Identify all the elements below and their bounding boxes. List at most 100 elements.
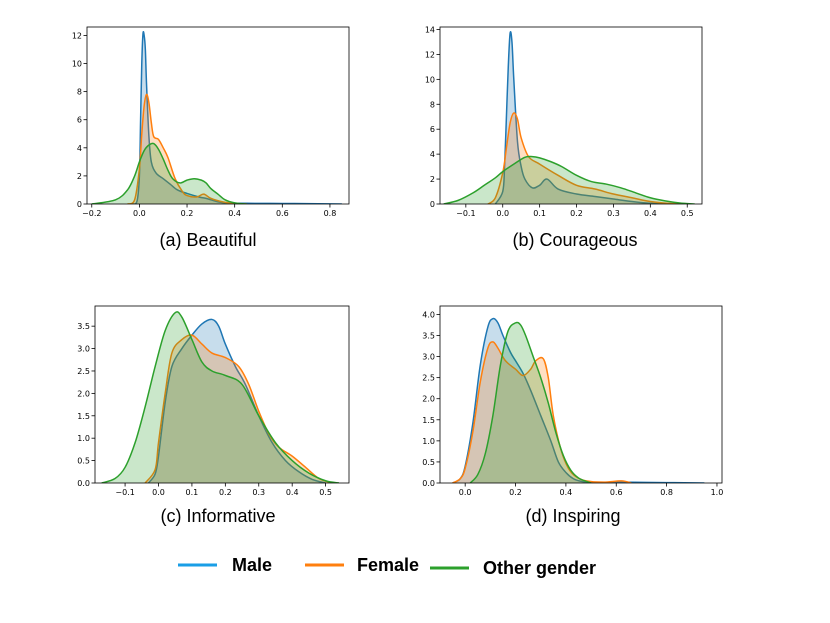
chart-title: (c) Informative [160, 506, 275, 526]
x-tick-label: 0.5 [681, 209, 694, 218]
x-tick-label: 0.1 [186, 488, 199, 497]
density-area-female [487, 112, 688, 204]
plot-frame [86, 26, 350, 205]
chart-2: −0.1 0.0 0.1 0.2 0.3 0.4 0.5 0 2 4 6 8 10 12 14 (b) Cou… [425, 25, 703, 250]
y-tick-label: 2.5 [422, 374, 435, 383]
x-tick-label: 0.6 [276, 209, 289, 218]
x-tick-label: 0.4 [560, 488, 573, 497]
plot-area [443, 31, 695, 204]
y-tick-label: 0.5 [422, 458, 435, 467]
y-tick-label: 6 [77, 116, 82, 125]
y-tick-label: 2.5 [77, 367, 90, 376]
density-line-other [91, 142, 247, 204]
chart-title: (a) Beautiful [159, 230, 256, 250]
x-tick-label: 0.4 [228, 209, 241, 218]
plot-area [101, 311, 340, 483]
density-area-other [470, 322, 592, 483]
plot-frame [94, 305, 350, 484]
y-tick-label: 3.0 [77, 345, 90, 354]
y-tick-label: 10 [425, 75, 435, 84]
x-tick-label: 0.4 [644, 209, 657, 218]
density-area-female [127, 94, 247, 204]
x-tick-label: 1.0 [711, 488, 724, 497]
density-line-other [101, 311, 340, 483]
y-tick-label: 1.5 [77, 412, 90, 421]
legend-label-other: Other gender [483, 558, 596, 578]
plot-frame [439, 305, 723, 484]
x-tick-label: 0.5 [319, 488, 332, 497]
x-tick-label: −0.2 [82, 209, 101, 218]
y-tick-label: 6 [430, 125, 435, 134]
x-tick-label: 0.0 [152, 488, 165, 497]
density-area-female [452, 341, 632, 483]
x-tick-label: 0.2 [509, 488, 522, 497]
x-tick-label: 0.6 [610, 488, 623, 497]
density-area-female [145, 334, 333, 483]
y-tick-label: 10 [72, 60, 82, 69]
y-tick-label: 1.0 [77, 434, 90, 443]
y-tick-label: 0 [430, 200, 435, 209]
y-tick-label: 4 [430, 150, 435, 159]
x-tick-label: 0.8 [324, 209, 337, 218]
density-line-female [144, 334, 333, 483]
y-tick-label: 8 [77, 88, 82, 97]
density-area-male [452, 318, 705, 483]
density-area-other [443, 156, 695, 204]
plot-frame [439, 26, 703, 205]
x-tick-label: 0.2 [181, 209, 194, 218]
x-tick-label: 0.0 [459, 488, 472, 497]
y-tick-label: 14 [425, 25, 435, 34]
legend-label-female: Female [357, 555, 419, 575]
x-tick-label: 0.0 [133, 209, 146, 218]
y-tick-label: 3.5 [77, 322, 90, 331]
y-tick-label: 8 [430, 100, 435, 109]
density-line-other [469, 321, 592, 483]
x-tick-label: 0.2 [219, 488, 232, 497]
y-tick-label: 0.5 [77, 457, 90, 466]
y-tick-label: 0.0 [422, 479, 435, 488]
density-area-male [148, 319, 326, 483]
x-tick-label: 0.8 [660, 488, 673, 497]
density-area-male [132, 31, 342, 204]
chart-4: 0.0 0.2 0.4 0.6 0.8 1.0 0.0 0.5 1.0 1.5 2.0 2.5 3.0 3… [422, 305, 724, 526]
y-tick-label: 2.0 [77, 389, 90, 398]
x-tick-label: 0.3 [252, 488, 265, 497]
y-tick-label: 1.5 [422, 416, 435, 425]
legend-label-male: Male [232, 555, 272, 575]
plot-area [91, 30, 342, 204]
density-line-female [127, 93, 247, 204]
density-area-other [101, 311, 339, 483]
density-area-male [495, 31, 669, 204]
density-line-male [494, 31, 669, 204]
density-line-other [443, 155, 695, 204]
y-tick-label: 0.0 [77, 479, 90, 488]
density-line-female [487, 112, 688, 204]
y-tick-label: 3.5 [422, 332, 435, 341]
y-tick-label: 4.0 [422, 310, 435, 319]
chart-3: −0.1 0.0 0.1 0.2 0.3 0.4 0.5 0.0 0.5 1.0 1.5 2.0 2.5… [77, 305, 350, 526]
density-line-male [452, 317, 705, 483]
x-tick-label: 0.0 [496, 209, 509, 218]
y-tick-label: 12 [425, 50, 435, 59]
y-tick-label: 12 [72, 31, 82, 40]
chart-title: (d) Inspiring [525, 506, 620, 526]
x-tick-label: 0.2 [570, 209, 583, 218]
y-tick-label: 4 [77, 144, 82, 153]
chart-1: −0.2 0.0 0.2 0.4 0.6 0.8 0 2 4 6 8 10 12 (a) Beautifu… [72, 26, 350, 250]
x-tick-label: −0.1 [115, 488, 134, 497]
y-tick-label: 2 [430, 175, 435, 184]
y-tick-label: 2 [77, 172, 82, 181]
y-tick-label: 3.0 [422, 353, 435, 362]
density-line-male [147, 318, 326, 483]
x-tick-label: 0.3 [607, 209, 620, 218]
x-tick-label: 0.1 [533, 209, 546, 218]
y-tick-label: 0 [77, 200, 82, 209]
legend: Male Female Other gender [178, 555, 596, 578]
y-tick-label: 1.0 [422, 437, 435, 446]
x-tick-label: −0.1 [456, 209, 475, 218]
chart-title: (b) Courageous [512, 230, 637, 250]
plot-area [452, 317, 705, 483]
y-tick-label: 2.0 [422, 395, 435, 404]
x-tick-label: 0.4 [286, 488, 299, 497]
